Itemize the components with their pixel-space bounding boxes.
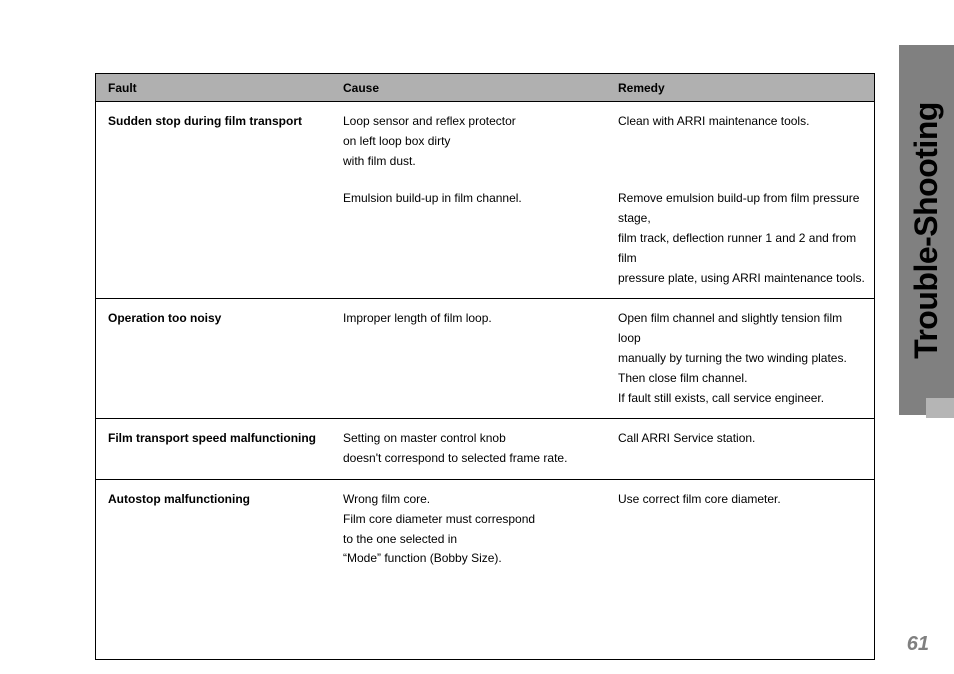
- section-tab: Trouble-Shooting: [899, 45, 954, 415]
- cell-remedy: Clean with ARRI maintenance tools.: [606, 112, 876, 171]
- cell-fault: Autostop malfunctioning: [96, 490, 331, 569]
- table-row: Autostop malfunctioningWrong film core. …: [96, 480, 874, 659]
- table-row: Film transport speed malfunctioningSetti…: [96, 419, 874, 480]
- section-tab-label: Trouble-Shooting: [908, 102, 945, 359]
- cell-fault: Operation too noisy: [96, 309, 331, 408]
- table-subrow: Emulsion build-up in film channel.Remove…: [96, 189, 874, 288]
- cell-fault: Sudden stop during film transport: [96, 112, 331, 171]
- page: Trouble-Shooting 61 Fault Cause Remedy S…: [0, 0, 954, 674]
- table-row: Sudden stop during film transportLoop se…: [96, 102, 874, 299]
- cell-remedy: Call ARRI Service station.: [606, 429, 876, 469]
- cell-remedy: Open film channel and slightly tension f…: [606, 309, 876, 408]
- page-number: 61: [907, 633, 929, 656]
- cell-fault: Film transport speed malfunctioning: [96, 429, 331, 469]
- cell-remedy: Use correct film core diameter.: [606, 490, 876, 569]
- table-header-cause: Cause: [331, 81, 606, 95]
- cell-cause: Emulsion build-up in film channel.: [331, 189, 606, 288]
- cell-cause: Loop sensor and reflex protector on left…: [331, 112, 606, 171]
- table-row: Operation too noisyImproper length of fi…: [96, 299, 874, 419]
- table-header-remedy: Remedy: [606, 81, 876, 95]
- cell-fault: [96, 189, 331, 288]
- table-subrow: Operation too noisyImproper length of fi…: [96, 309, 874, 408]
- table-subrow: Sudden stop during film transportLoop se…: [96, 112, 874, 171]
- table-subrow: Autostop malfunctioningWrong film core. …: [96, 490, 874, 569]
- cell-cause: Improper length of film loop.: [331, 309, 606, 408]
- table-body: Sudden stop during film transportLoop se…: [96, 102, 874, 659]
- cell-cause: Wrong film core. Film core diameter must…: [331, 490, 606, 569]
- troubleshooting-table: Fault Cause Remedy Sudden stop during fi…: [95, 73, 875, 660]
- table-header-row: Fault Cause Remedy: [96, 74, 874, 102]
- table-subrow: Film transport speed malfunctioningSetti…: [96, 429, 874, 469]
- table-header-fault: Fault: [96, 81, 331, 95]
- cell-remedy: Remove emulsion build-up from film press…: [606, 189, 876, 288]
- thumb-index-tab: [926, 398, 954, 418]
- cell-cause: Setting on master control knob doesn't c…: [331, 429, 606, 469]
